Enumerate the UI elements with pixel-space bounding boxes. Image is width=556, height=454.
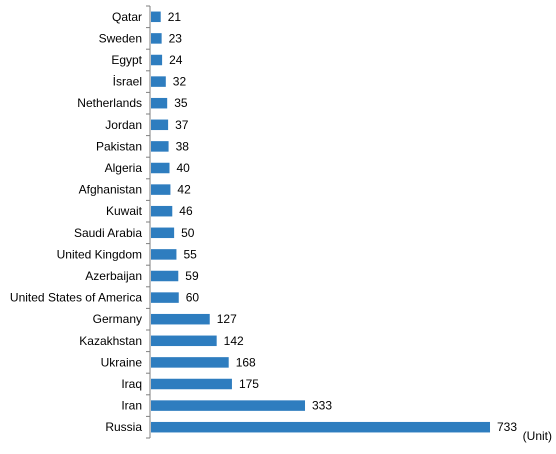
category-label: Qatar	[112, 10, 142, 24]
bar	[151, 335, 217, 347]
bar	[151, 162, 170, 174]
data-label: 175	[239, 377, 259, 391]
data-label: 21	[168, 10, 182, 24]
bar	[151, 292, 179, 303]
bar	[151, 357, 229, 368]
x-axis-unit-label: (Unit)	[523, 429, 552, 443]
bar	[151, 313, 210, 325]
category-label: Afghanistan	[79, 183, 142, 197]
category-label: İsrael	[113, 75, 142, 89]
bar	[151, 270, 179, 282]
category-label: United Kingdom	[57, 247, 142, 261]
data-label: 24	[169, 53, 183, 67]
bar	[151, 249, 177, 260]
data-label: 37	[175, 118, 189, 132]
data-label: 38	[176, 139, 190, 153]
bar	[151, 378, 232, 390]
bar	[151, 227, 175, 239]
data-label: 127	[217, 312, 237, 326]
category-label: Sweden	[99, 31, 142, 45]
category-label: Kazakhstan	[79, 334, 142, 348]
data-label: 23	[169, 31, 183, 45]
bar	[151, 119, 169, 131]
bar	[151, 184, 171, 195]
category-label: Algeria	[105, 161, 143, 175]
data-label: 50	[181, 226, 195, 240]
category-label: United States of America	[10, 291, 142, 305]
data-label: 55	[183, 247, 197, 261]
category-label: Pakistan	[96, 139, 142, 153]
bar	[151, 11, 161, 23]
data-label: 168	[236, 355, 256, 369]
bar	[151, 76, 166, 87]
category-label: Iraq	[121, 377, 142, 391]
category-label: Germany	[93, 312, 142, 326]
category-label: Kuwait	[106, 204, 143, 218]
bar	[151, 141, 169, 152]
bar	[151, 54, 163, 66]
data-label: 142	[224, 334, 244, 348]
category-label: Ukraine	[101, 355, 143, 369]
data-label: 32	[173, 75, 187, 89]
y-axis-ticks	[146, 5, 150, 439]
category-label: Jordan	[105, 118, 142, 132]
bar	[151, 205, 173, 217]
data-label: 46	[179, 204, 193, 218]
data-label: 59	[185, 269, 199, 283]
data-label: 40	[177, 161, 191, 175]
bar	[151, 97, 168, 109]
bars	[151, 11, 491, 433]
data-label: 60	[186, 291, 200, 305]
bar	[151, 421, 491, 433]
category-label: Russia	[105, 420, 142, 434]
data-label: 733	[497, 420, 517, 434]
category-labels: Qatar Sweden Egypt İsrael Netherlands Jordan P…	[10, 10, 143, 434]
category-label: Iran	[121, 399, 142, 413]
value-labels: 21 23 24 32 35 37 38 40 42 46 50 55 59 60 127 142 168 175…	[168, 10, 518, 434]
category-label: Azerbaijan	[85, 269, 142, 283]
bar	[151, 400, 306, 411]
bar	[151, 33, 162, 44]
data-label: 35	[174, 96, 188, 110]
category-label: Saudi Arabia	[74, 226, 142, 240]
category-label: Netherlands	[77, 96, 142, 110]
data-label: 333	[312, 399, 332, 413]
category-label: Egypt	[111, 53, 142, 67]
data-label: 42	[177, 183, 191, 197]
